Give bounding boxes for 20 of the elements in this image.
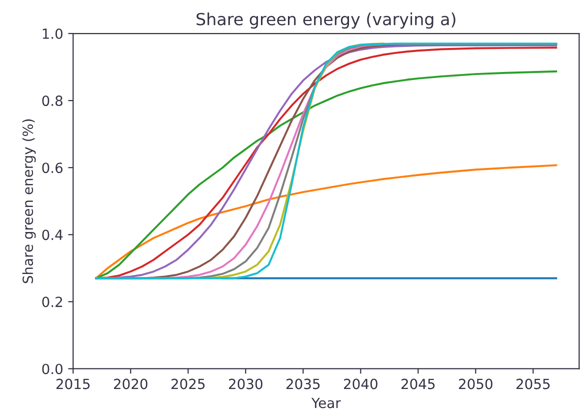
y-tick-label: 0.4 <box>42 230 63 240</box>
x-tick-label: 2015 <box>56 378 90 390</box>
line-series <box>210 42 385 279</box>
x-tick-label: 2035 <box>286 378 320 390</box>
y-tick-label: 1.0 <box>42 28 62 39</box>
x-axis-title: Year <box>311 398 341 408</box>
chart-title: Share green energy (varying a) <box>196 12 456 29</box>
line-series <box>95 164 558 280</box>
x-tick-label: 2030 <box>228 378 262 390</box>
y-axis-title: Share green energy (%) <box>22 119 36 284</box>
y-tick-label: 0.6 <box>42 162 63 174</box>
x-tick-label: 2055 <box>516 378 550 390</box>
y-tick-label: 0.0 <box>42 364 62 374</box>
x-tick-label: 2020 <box>114 378 148 390</box>
x-tick-label: 2025 <box>171 378 205 390</box>
x-tick-label: 2045 <box>401 378 435 390</box>
y-tick-label: 0.2 <box>42 296 62 308</box>
x-tick-label: 2050 <box>458 378 492 390</box>
x-tick-label: 2040 <box>344 378 378 390</box>
y-tick-label: 0.8 <box>42 96 62 106</box>
